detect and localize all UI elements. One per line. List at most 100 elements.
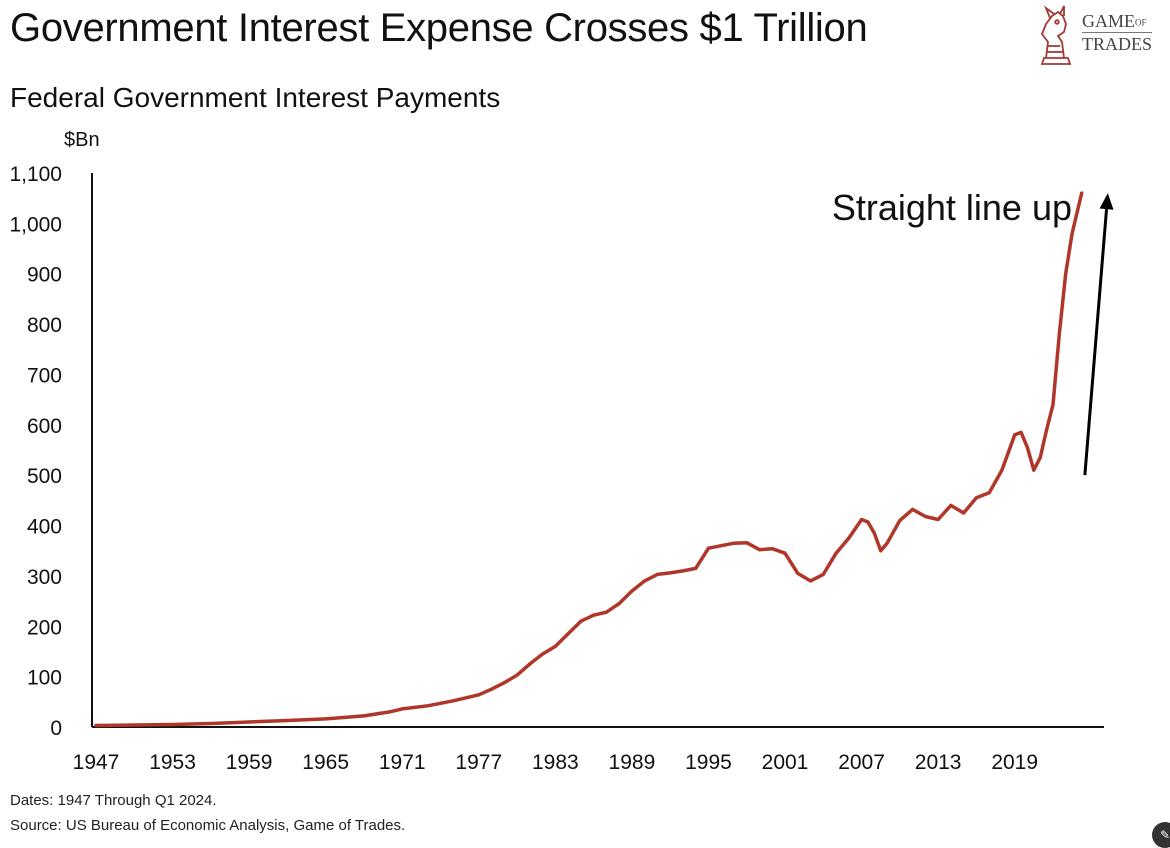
- x-tick-label: 2007: [838, 751, 885, 774]
- x-tick-label: 1995: [685, 751, 732, 774]
- data-point: [1019, 430, 1023, 434]
- data-point: [426, 704, 430, 708]
- x-tick-label: 1953: [149, 751, 196, 774]
- data-point: [732, 541, 736, 545]
- logo-word-trades: TRADES: [1082, 32, 1153, 54]
- data-point: [94, 723, 98, 728]
- data-point: [1038, 455, 1042, 460]
- y-tick-label: 500: [27, 465, 62, 488]
- data-point: [885, 541, 889, 545]
- data-point: [1070, 231, 1074, 236]
- footer-source-note: Source: US Bureau of Economic Analysis, …: [10, 817, 406, 834]
- data-point: [808, 579, 813, 583]
- data-point: [170, 722, 175, 727]
- data-point: [1057, 332, 1061, 336]
- data-point: [132, 723, 136, 727]
- x-tick-label: 1977: [455, 751, 502, 774]
- y-tick-label: 600: [27, 415, 62, 438]
- data-point: [859, 517, 864, 522]
- data-point: [617, 602, 621, 606]
- x-tick-label: 1965: [302, 751, 349, 774]
- data-point: [681, 569, 685, 573]
- data-point: [247, 720, 251, 724]
- y-tick-label: 100: [27, 667, 62, 690]
- x-axis-ticks: 1947 1953 1959 1965 1971 1977 1983 1989 1995 2001…: [73, 751, 1038, 774]
- x-tick-label: 2013: [915, 751, 962, 774]
- data-point: [898, 518, 902, 523]
- y-tick-label: 800: [27, 314, 62, 337]
- data-point: [821, 572, 825, 576]
- data-point: [911, 507, 915, 512]
- data-point: [796, 571, 800, 575]
- data-point: [553, 644, 557, 649]
- data-point: [879, 549, 883, 553]
- chart-subtitle: Federal Government Interest Payments: [10, 82, 501, 113]
- y-tick-label: 900: [27, 264, 62, 287]
- data-point: [489, 687, 494, 691]
- data-point: [834, 551, 838, 555]
- data-point: [694, 566, 698, 570]
- y-tick-label: 0: [50, 717, 62, 740]
- data-point: [285, 718, 289, 723]
- data-point: [566, 632, 570, 636]
- x-tick-label: 1971: [379, 751, 426, 774]
- data-point: [866, 520, 870, 524]
- logo-word-of: OF: [1135, 17, 1147, 28]
- comment-badge-icon[interactable]: ✎: [1152, 822, 1170, 848]
- data-point: [643, 579, 647, 583]
- y-tick-label: 1,100: [9, 163, 62, 186]
- data-point: [1064, 272, 1068, 276]
- data-point: [936, 517, 940, 522]
- y-axis-label: $Bn: [64, 129, 100, 151]
- data-point: [655, 572, 660, 576]
- data-point: [1000, 468, 1004, 472]
- data-point: [962, 511, 966, 515]
- data-point: [540, 652, 545, 656]
- data-point: [579, 619, 583, 623]
- data-point: [528, 662, 532, 666]
- y-tick-label: 400: [27, 516, 62, 539]
- y-tick-label: 700: [27, 364, 62, 387]
- footer-dates-note: Dates: 1947 Through Q1 2024.: [10, 792, 217, 809]
- data-point: [1044, 428, 1049, 432]
- data-point: [847, 536, 851, 540]
- x-tick-label: 1947: [73, 751, 120, 774]
- x-tick-label: 2001: [762, 751, 809, 774]
- data-point: [987, 491, 991, 495]
- data-point: [706, 546, 711, 550]
- data-point: [630, 589, 634, 593]
- data-point: [1032, 468, 1036, 472]
- x-tick-label: 1989: [609, 751, 656, 774]
- data-point: [872, 531, 876, 535]
- data-point: [502, 681, 506, 685]
- x-tick-label: 1983: [532, 751, 579, 774]
- logo-wordmark: GAMEOF TRADES: [1082, 12, 1168, 54]
- data-point: [757, 548, 762, 552]
- data-point: [719, 544, 723, 548]
- data-point: [515, 673, 519, 677]
- annotation-label: Straight line up: [832, 187, 1072, 228]
- knight-icon: [1040, 5, 1072, 65]
- x-tick-label: 1959: [226, 751, 273, 774]
- chart-title: Government Interest Expense Crosses $1 T…: [10, 6, 868, 50]
- data-point: [974, 496, 979, 500]
- x-tick-label: 2019: [991, 751, 1038, 774]
- annotation-arrow-shaft: [1083, 208, 1109, 476]
- annotation-arrow: [1083, 193, 1114, 476]
- annotation-arrow-head: [1099, 193, 1114, 210]
- data-point: [923, 514, 927, 519]
- data-point: [477, 693, 481, 697]
- data-point: [604, 610, 608, 614]
- data-point: [1013, 433, 1017, 437]
- data-point: [770, 547, 774, 551]
- interest-payments-line: [94, 191, 1084, 728]
- logo-word-game: GAME: [1082, 11, 1135, 31]
- data-point: [362, 714, 366, 718]
- data-point: [592, 613, 596, 617]
- data-point: [387, 710, 392, 714]
- y-tick-label: 300: [27, 566, 62, 589]
- data-point: [949, 503, 953, 507]
- data-point: [783, 551, 787, 555]
- y-tick-label: 1,000: [9, 213, 62, 236]
